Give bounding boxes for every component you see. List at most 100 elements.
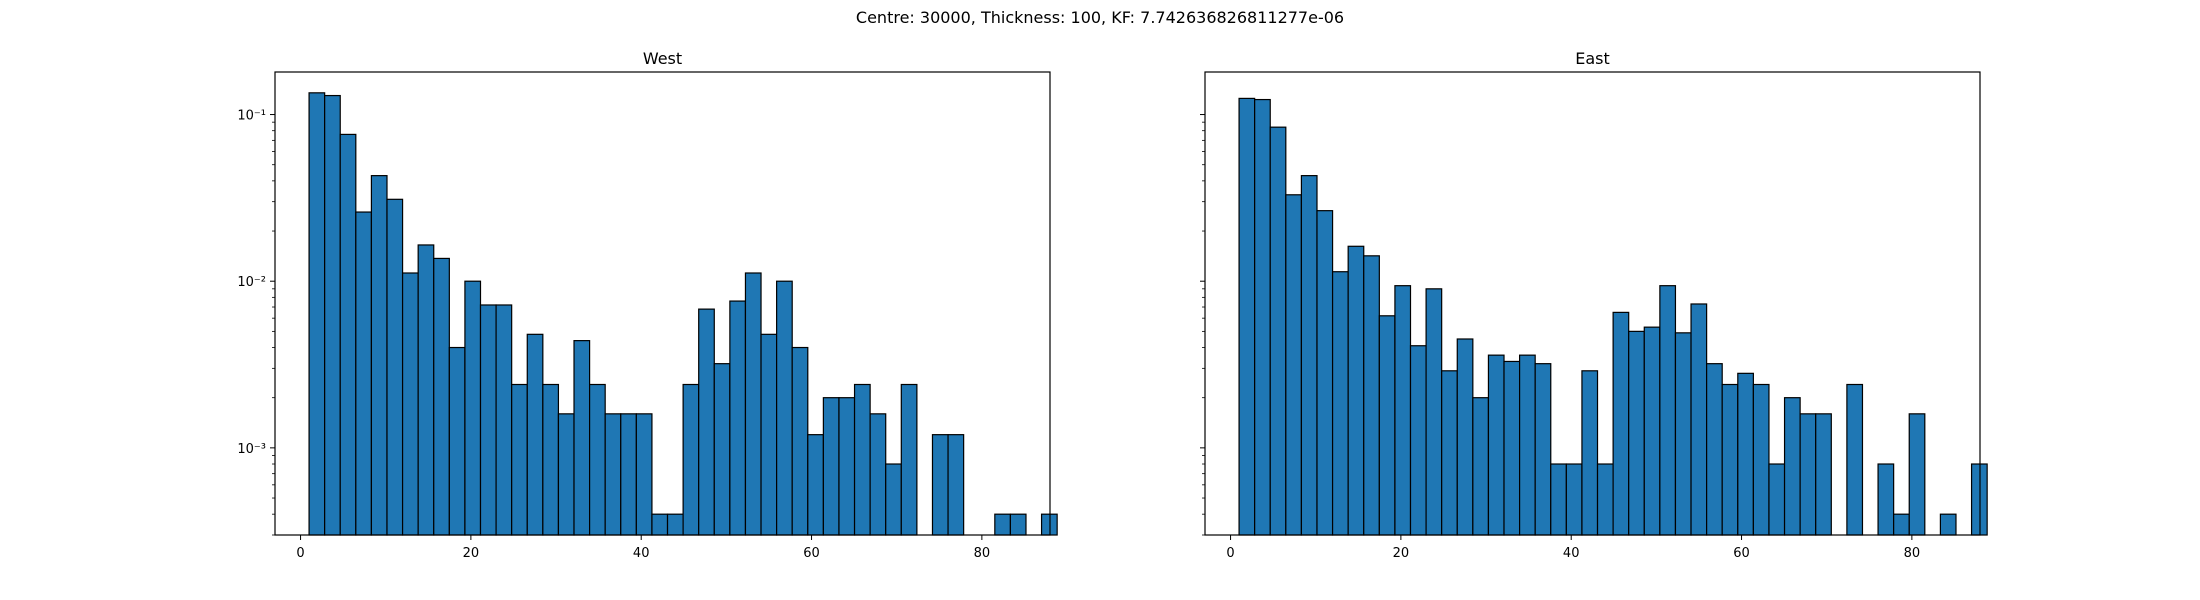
east-bar-22: [1581, 370, 1599, 536]
west-bar-17: [573, 340, 591, 536]
east-xtick-label-3: 60: [1733, 546, 1750, 561]
west-bar-31: [791, 346, 809, 536]
east-bar-36: [1799, 413, 1817, 536]
east-bar-31: [1721, 383, 1739, 536]
east-bar-35: [1783, 397, 1801, 536]
east-bar-24: [1612, 311, 1630, 536]
west-bar-38: [900, 383, 918, 536]
west-bar-30: [776, 280, 793, 536]
east-panel-title: East: [1575, 49, 1610, 68]
west-bar-9: [448, 346, 466, 536]
west-bar-29: [760, 333, 778, 536]
west-bar-7: [417, 244, 435, 536]
east-bar-4: [1300, 175, 1318, 536]
east-bar-32: [1737, 372, 1754, 536]
east-xtick-label-0: 0: [1226, 546, 1234, 561]
west-bar-16: [557, 413, 575, 536]
east-bar-7: [1347, 245, 1365, 536]
east-bar-16: [1487, 354, 1505, 536]
east-bar-29: [1690, 303, 1708, 536]
east-xtick-label-4: 80: [1904, 546, 1921, 561]
east-bar-11: [1409, 345, 1427, 536]
east-bar-19: [1534, 363, 1552, 536]
east-bar-13: [1441, 370, 1458, 536]
west-ytick-label-1: 10⁻²: [237, 275, 266, 290]
east-bar-5: [1316, 210, 1334, 536]
east-bar-33: [1752, 383, 1770, 536]
west-bar-14: [526, 333, 544, 536]
west-bar-36: [869, 413, 887, 536]
west-bar-19: [604, 413, 622, 536]
east-bar-42: [1893, 513, 1910, 536]
east-bar-0: [1238, 97, 1256, 536]
east-bar-10: [1394, 285, 1412, 536]
east-bar-23: [1596, 463, 1614, 536]
west-bar-41: [947, 434, 965, 536]
west-bar-23: [666, 513, 684, 536]
west-bar-27: [729, 300, 747, 536]
east-bar-45: [1939, 513, 1957, 536]
west-bar-13: [511, 383, 528, 536]
west-bar-25: [698, 308, 715, 536]
east-bar-12: [1425, 288, 1443, 536]
west-panel-title: West: [643, 49, 682, 68]
west-histogram: 0 20 40 60 80 10⁻³ 10⁻² 10⁻¹ West: [237, 49, 1058, 561]
east-bar-3: [1285, 194, 1303, 536]
east-bar-8: [1363, 255, 1380, 536]
figure-title: Centre: 30000, Thickness: 100, KF: 7.742…: [855, 8, 1345, 27]
west-bar-45: [1009, 513, 1027, 536]
east-bar-43: [1908, 413, 1926, 536]
west-bar-47: [1040, 513, 1058, 536]
east-bar-14: [1456, 338, 1474, 536]
east-xtick-label-1: 20: [1393, 546, 1410, 561]
west-bar-5: [386, 198, 404, 536]
east-histogram: 0 20 40 60 80 East: [1200, 49, 1988, 561]
west-ytick-label-2: 10⁻¹: [237, 109, 266, 124]
west-bar-3: [355, 211, 373, 536]
west-bar-21: [635, 413, 653, 536]
west-bar-8: [433, 257, 450, 536]
west-bar-35: [853, 383, 871, 536]
east-bar-27: [1659, 285, 1677, 536]
east-bar-1: [1254, 98, 1271, 536]
west-axes-frame: [274, 71, 1051, 536]
west-bar-11: [479, 304, 497, 536]
west-bar-33: [822, 397, 840, 536]
west-bar-40: [931, 434, 949, 536]
east-bar-30: [1706, 363, 1723, 536]
east-bar-41: [1877, 463, 1895, 536]
east-bar-9: [1378, 315, 1396, 536]
west-xtick-label-4: 80: [974, 546, 991, 561]
west-bar-20: [620, 413, 637, 536]
west-bar-37: [885, 463, 902, 536]
west-bar-32: [807, 434, 824, 536]
east-bar-18: [1518, 354, 1536, 536]
west-bar-4: [370, 175, 388, 536]
east-bar-25: [1628, 330, 1645, 536]
west-bar-28: [744, 272, 762, 536]
east-axes-frame: [1204, 71, 1981, 536]
east-bar-39: [1846, 383, 1864, 536]
east-bar-21: [1565, 463, 1583, 536]
west-bar-26: [713, 363, 731, 536]
west-xtick-label-3: 60: [803, 546, 820, 561]
west-bar-18: [588, 383, 606, 536]
east-bar-47: [1970, 463, 1988, 536]
west-bar-6: [401, 272, 419, 536]
east-bar-17: [1503, 360, 1521, 536]
west-bar-10: [464, 280, 482, 536]
east-bar-37: [1815, 413, 1832, 536]
west-xtick-label-1: 20: [463, 546, 480, 561]
west-bar-44: [994, 513, 1011, 536]
west-bar-34: [838, 397, 856, 536]
east-bar-6: [1331, 271, 1349, 536]
west-xtick-label-2: 40: [633, 546, 650, 561]
west-bar-0: [308, 92, 326, 536]
west-bar-2: [339, 133, 357, 536]
east-bar-2: [1269, 126, 1287, 536]
west-bar-24: [682, 383, 700, 536]
west-xtick-label-0: 0: [296, 546, 304, 561]
east-bar-34: [1768, 463, 1786, 536]
west-bar-22: [651, 513, 669, 536]
